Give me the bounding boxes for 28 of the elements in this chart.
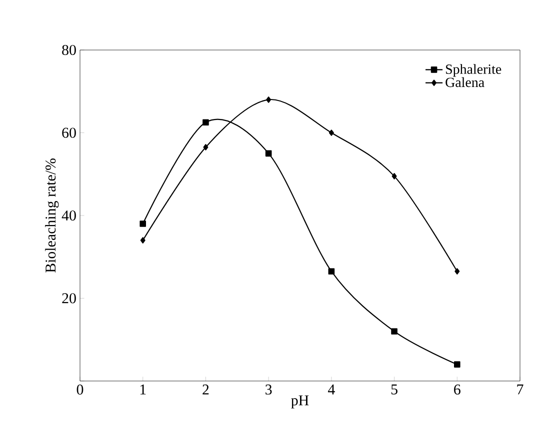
point xyxy=(454,268,460,275)
y-tick-label: 80 xyxy=(62,44,76,56)
point xyxy=(328,130,334,136)
x-tick-label: 5 xyxy=(391,384,398,394)
point xyxy=(203,144,208,150)
point xyxy=(266,96,272,103)
point xyxy=(140,220,146,227)
legend-label: Sphalerite xyxy=(446,64,502,77)
point xyxy=(140,237,146,244)
x-tick-label: 1 xyxy=(140,384,146,394)
x-tick-label: 6 xyxy=(454,384,460,395)
x-tick-label: 0 xyxy=(76,384,84,395)
x-tick-label: 4 xyxy=(328,384,335,394)
point xyxy=(454,361,460,368)
point xyxy=(202,119,209,126)
point xyxy=(391,328,398,334)
point xyxy=(392,173,397,180)
point xyxy=(328,268,335,275)
x-tick-label: 2 xyxy=(202,384,209,394)
point xyxy=(265,150,272,157)
y-tick-label: 60 xyxy=(62,128,76,138)
y-tick-label: 20 xyxy=(62,293,76,304)
x-tick-label: 7 xyxy=(517,384,524,394)
y-axis-title: Bioleaching rate/% xyxy=(45,158,59,273)
x-tick-label: 3 xyxy=(266,384,272,395)
legend-label: Galena xyxy=(446,77,484,88)
x-axis-title: pH xyxy=(291,395,309,408)
y-tick-label: 40 xyxy=(62,210,76,221)
